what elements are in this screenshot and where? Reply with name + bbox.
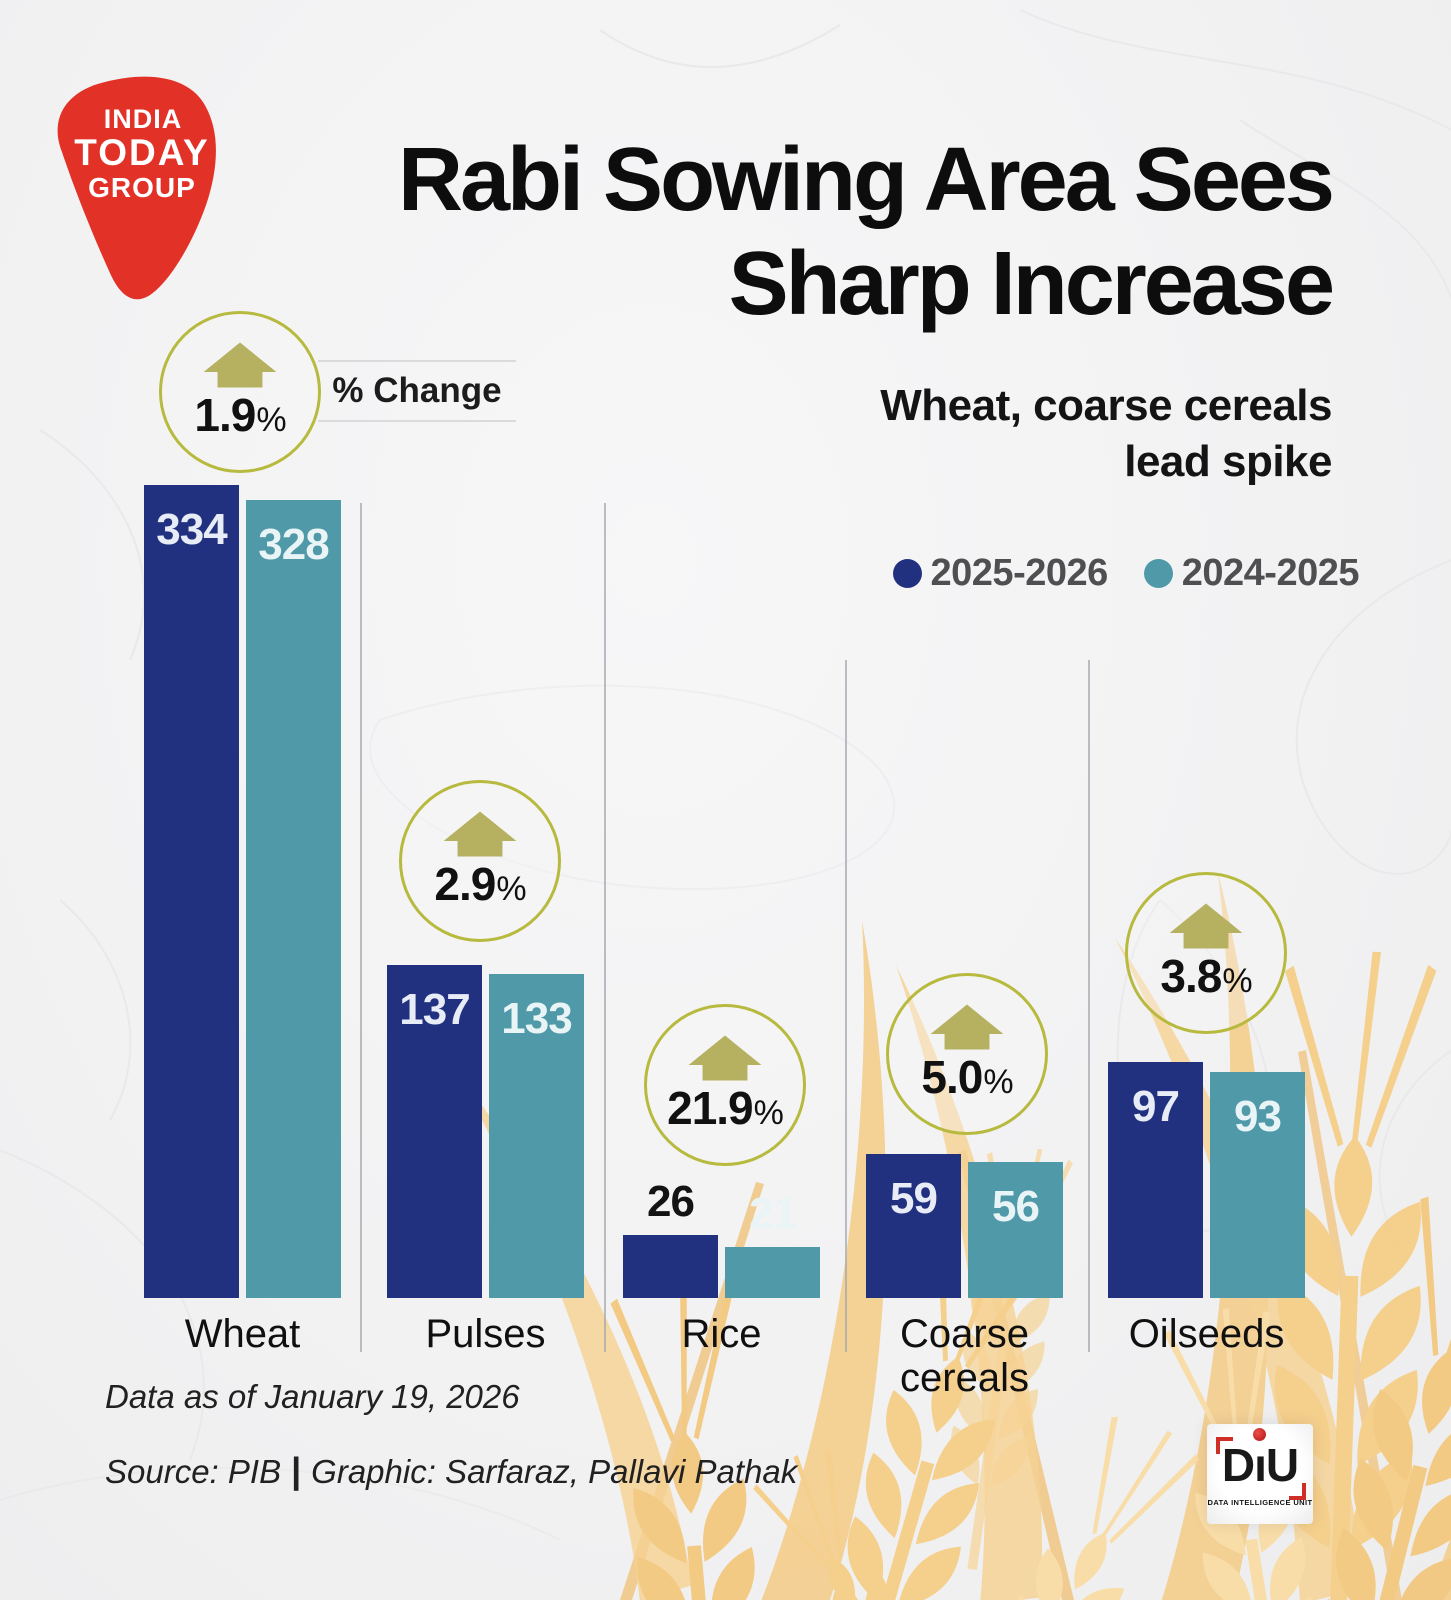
subtitle-line-2: lead spike bbox=[1124, 437, 1332, 486]
bar-value: 21 bbox=[749, 1189, 797, 1238]
diu-letter-u: U bbox=[1265, 1439, 1299, 1491]
percent-sign: % bbox=[256, 401, 286, 439]
pct-change-badge-oilseeds: 3.8% bbox=[1125, 872, 1287, 1034]
bar-group-coarse-cereals: 59 56 bbox=[866, 1154, 1063, 1298]
pct-change-note: % Change bbox=[318, 360, 516, 422]
group-divider bbox=[604, 503, 606, 1352]
bar-value: 93 bbox=[1234, 1092, 1282, 1141]
data-as-of-note: Data as of January 19, 2026 bbox=[105, 1378, 520, 1415]
credit-text: Graphic: Sarfaraz, Pallavi Pathak bbox=[311, 1453, 798, 1490]
bar-group-rice: 26 21 bbox=[623, 1177, 820, 1298]
pct-change-value: 21.9 bbox=[667, 1082, 754, 1134]
bar-value: 334 bbox=[156, 505, 227, 554]
bar-group-pulses: 137 133 bbox=[387, 965, 584, 1298]
subtitle-line-1: Wheat, coarse cereals bbox=[880, 381, 1332, 430]
bar-coarse-cereals-2024-2025: 56 bbox=[968, 1162, 1063, 1298]
category-label-wheat: Wheat bbox=[184, 1312, 301, 1356]
arrow-up-icon bbox=[443, 811, 517, 857]
pct-change-badge-rice: 21.9% bbox=[644, 1004, 806, 1166]
group-divider bbox=[360, 503, 362, 1352]
pct-change-badge-pulses: 2.9% bbox=[399, 780, 561, 942]
diu-bracket-bottom-right-icon bbox=[1289, 1483, 1306, 1500]
category-label-oilseeds: Oilseeds bbox=[1128, 1312, 1285, 1356]
percent-sign: % bbox=[753, 1094, 784, 1132]
category-label-rice: Rice bbox=[681, 1312, 762, 1356]
title-line-2: Sharp Increase bbox=[728, 234, 1335, 334]
legend-label: 2024-2025 bbox=[1181, 552, 1360, 594]
pct-change-value: 1.9 bbox=[194, 389, 256, 441]
bar-pulses-2024-2025: 133 bbox=[489, 974, 584, 1298]
percent-sign: % bbox=[496, 870, 526, 908]
group-divider bbox=[845, 660, 847, 1352]
pct-change-value: 2.9 bbox=[434, 858, 496, 910]
page-title: Rabi Sowing Area Sees Sharp Increase bbox=[398, 128, 1335, 336]
legend-item-2025-2026: 2025-2026 bbox=[892, 552, 1109, 595]
bar-value: 56 bbox=[992, 1182, 1040, 1231]
bar-value: 328 bbox=[258, 520, 329, 569]
legend-label: 2025-2026 bbox=[930, 552, 1109, 594]
arrow-up-icon bbox=[1169, 903, 1243, 949]
title-line-1: Rabi Sowing Area Sees bbox=[398, 130, 1335, 230]
bar-rice-2025-2026: 26 bbox=[623, 1177, 718, 1298]
bar-group-oilseeds: 97 93 bbox=[1108, 1062, 1305, 1298]
bar-value: 133 bbox=[501, 994, 572, 1043]
bar-value: 137 bbox=[399, 985, 470, 1034]
bar-value: 97 bbox=[1132, 1082, 1180, 1131]
separator: | bbox=[291, 1450, 302, 1491]
diu-logo: Dı U DATA INTELLIGENCE UNIT bbox=[1207, 1424, 1313, 1524]
pct-change-badge-wheat: 1.9% bbox=[159, 311, 321, 473]
diu-wordmark: Dı U bbox=[1207, 1428, 1313, 1492]
chart-subtitle: Wheat, coarse cereals lead spike bbox=[880, 378, 1332, 490]
legend-item-2024-2025: 2024-2025 bbox=[1143, 552, 1360, 595]
bar-pulses-2025-2026: 137 bbox=[387, 965, 482, 1298]
logo-line-today: TODAY bbox=[74, 132, 210, 173]
bar-wheat-2025-2026: 334 bbox=[144, 485, 239, 1298]
source-text: Source: PIB bbox=[105, 1453, 282, 1490]
pct-change-value: 5.0 bbox=[921, 1051, 983, 1103]
chart-legend: 2025-2026 2024-2025 bbox=[892, 552, 1360, 595]
bar-rice-2024-2025: 21 bbox=[725, 1189, 820, 1298]
percent-sign: % bbox=[1222, 962, 1252, 1000]
arrow-up-icon bbox=[203, 342, 277, 388]
india-today-logo-shape bbox=[57, 76, 216, 300]
diu-tagline: DATA INTELLIGENCE UNIT bbox=[1207, 1498, 1313, 1507]
arrow-up-icon bbox=[688, 1035, 762, 1081]
diu-globe-dot-icon bbox=[1253, 1428, 1267, 1441]
category-label-coarse-cereals: Coarse cereals bbox=[900, 1312, 1029, 1400]
bar-value: 59 bbox=[890, 1174, 938, 1223]
diu-letter-d: D bbox=[1221, 1439, 1255, 1491]
bar-value: 26 bbox=[647, 1177, 695, 1226]
diu-letter-i: ı bbox=[1253, 1428, 1267, 1492]
legend-dot-2025-2026 bbox=[892, 559, 922, 588]
group-divider bbox=[1088, 660, 1090, 1352]
source-credit-line: Source: PIB | Graphic: Sarfaraz, Pallavi P… bbox=[105, 1450, 797, 1492]
arrow-up-icon bbox=[930, 1004, 1004, 1050]
bar-group-wheat: 334 328 bbox=[144, 485, 341, 1298]
diu-bracket-top-left-icon bbox=[1216, 1437, 1233, 1454]
bar-coarse-cereals-2025-2026: 59 bbox=[866, 1154, 961, 1298]
bar-oilseeds-2024-2025: 93 bbox=[1210, 1072, 1305, 1298]
logo-line-group: GROUP bbox=[88, 172, 196, 203]
pct-change-value: 3.8 bbox=[1160, 950, 1222, 1002]
pct-change-badge-coarse-cereals: 5.0% bbox=[886, 973, 1048, 1135]
bar-wheat-2024-2025: 328 bbox=[246, 500, 341, 1298]
legend-dot-2024-2025 bbox=[1143, 559, 1173, 588]
logo-line-india: INDIA bbox=[103, 104, 183, 134]
bar-oilseeds-2025-2026: 97 bbox=[1108, 1062, 1203, 1298]
percent-sign: % bbox=[983, 1063, 1013, 1101]
india-today-group-logo: INDIA TODAY GROUP bbox=[52, 66, 232, 316]
category-label-pulses: Pulses bbox=[425, 1312, 546, 1356]
